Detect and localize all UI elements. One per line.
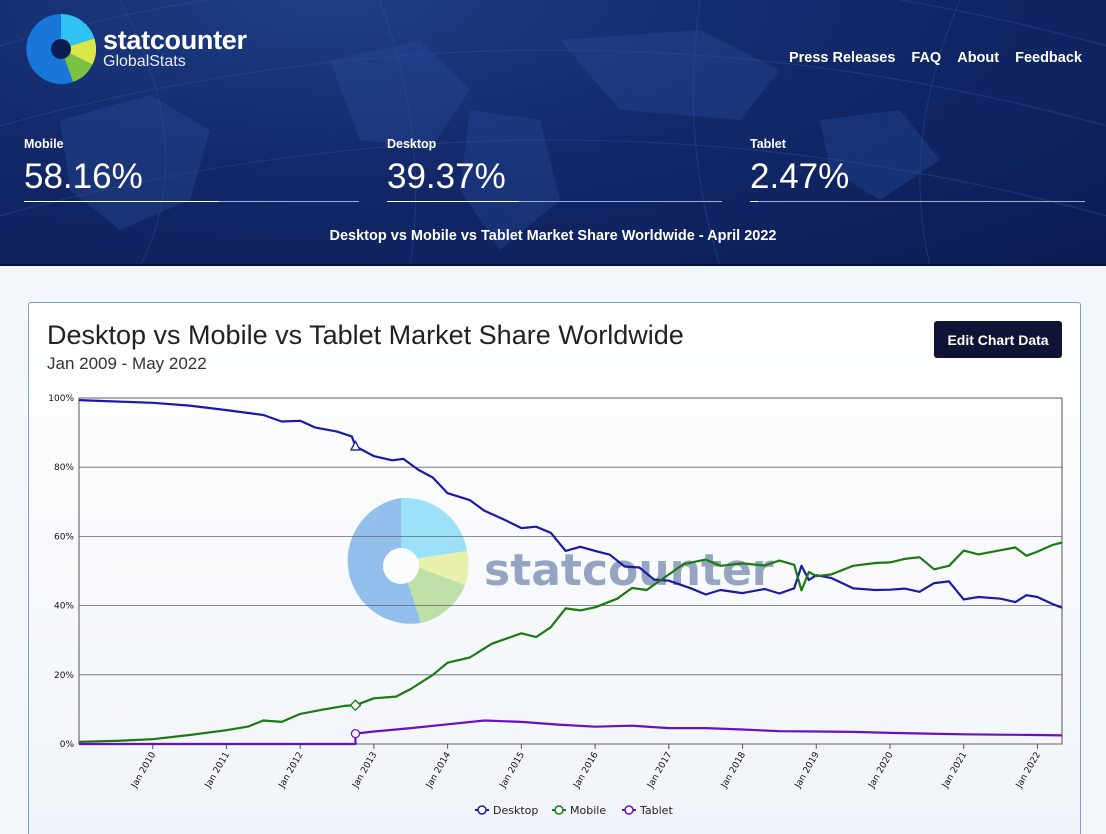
watermark-slice-yellow xyxy=(401,551,469,585)
marker-tablet[interactable] xyxy=(350,728,361,739)
legend-label: Tablet xyxy=(639,804,673,817)
legend-swatch-marker xyxy=(554,805,564,815)
stat-mobile-bar xyxy=(24,201,219,202)
stat-tablet: Tablet 2.47% xyxy=(750,137,1086,202)
top-nav: Press Releases FAQ About Feedback xyxy=(789,50,1082,66)
nav-feedback[interactable]: Feedback xyxy=(1015,50,1082,66)
stat-tablet-value: 2.47% xyxy=(750,157,850,196)
brand-name: statcounter xyxy=(103,25,247,55)
series-line-tablet[interactable] xyxy=(79,719,1063,746)
marker-mobile[interactable] xyxy=(349,699,362,712)
world-map-background xyxy=(0,0,1106,264)
watermark: statcounter xyxy=(347,497,774,624)
stat-mobile-label: Mobile xyxy=(24,137,64,151)
series-line-mobile[interactable] xyxy=(78,541,1063,743)
x-tick-label-2011: Jan 2011 xyxy=(203,751,232,791)
chart-date-range: Jan 2009 - May 2022 xyxy=(47,354,207,373)
series-line-desktop[interactable] xyxy=(78,399,1063,609)
y-axis: 0% 20% 40% 60% 80% 100% xyxy=(48,394,74,750)
brand-subname: GlobalStats xyxy=(103,53,186,70)
y-tick-label-80: 80% xyxy=(54,463,74,473)
watermark-slice-cyan xyxy=(401,497,467,561)
x-tick-label-2010: Jan 2010 xyxy=(129,750,158,790)
stat-desktop: Desktop 39.37% xyxy=(387,137,723,202)
x-tick-label-2018: Jan 2018 xyxy=(719,750,748,790)
legend-swatch-marker xyxy=(477,805,487,815)
stat-tablet-bar xyxy=(750,201,758,202)
watermark-text: statcounter xyxy=(484,545,774,596)
header-subtitle: Desktop vs Mobile vs Tablet Market Share… xyxy=(329,228,777,244)
stat-desktop-bar xyxy=(387,201,519,202)
statcounter-logo-icon[interactable] xyxy=(26,14,96,84)
legend-item-mobile[interactable]: Mobile xyxy=(552,804,606,817)
brand[interactable]: statcounter GlobalStats xyxy=(103,26,247,70)
legend-label: Mobile xyxy=(570,804,606,817)
chart-markers xyxy=(349,440,362,739)
marker-desktop[interactable] xyxy=(349,440,362,451)
x-tick-label-2015: Jan 2015 xyxy=(498,751,527,791)
legend-item-desktop[interactable]: Desktop xyxy=(475,804,538,817)
nav-about[interactable]: About xyxy=(957,50,1000,66)
y-tick-label-40: 40% xyxy=(54,602,74,612)
y-tick-label-100: 100% xyxy=(48,394,74,404)
stat-mobile-value: 58.16% xyxy=(24,157,143,196)
chart-title: Desktop vs Mobile vs Tablet Market Share… xyxy=(47,320,684,350)
nav-faq[interactable]: FAQ xyxy=(911,50,942,66)
edit-chart-data-button[interactable]: Edit Chart Data xyxy=(934,321,1062,358)
x-tick-label-2016: Jan 2016 xyxy=(572,750,601,790)
legend-item-tablet[interactable]: Tablet xyxy=(622,804,673,817)
chart-legend[interactable]: Desktop Mobile Tablet xyxy=(475,804,673,817)
x-tick-label-2019: Jan 2019 xyxy=(793,750,822,790)
watermark-slice-blue xyxy=(347,498,421,624)
x-tick-label-2017: Jan 2017 xyxy=(645,751,674,791)
stat-desktop-rule xyxy=(387,201,722,202)
header: statcounter GlobalStats Press Releases F… xyxy=(0,0,1106,266)
x-tick-label-2012: Jan 2012 xyxy=(277,751,306,791)
x-tick-label-2022: Jan 2022 xyxy=(1014,751,1043,791)
y-tick-label-60: 60% xyxy=(54,532,74,542)
x-axis: Jan 2010 Jan 2011 Jan 2012 Jan 2013 Jan 2014… xyxy=(129,744,1043,791)
stat-mobile: Mobile 58.16% xyxy=(24,137,360,202)
watermark-slice-green xyxy=(401,561,465,623)
legend-swatch-marker xyxy=(624,805,634,815)
line-chart: statcounter Jan 2010 Jan 2011 Jan 2012 Jan … xyxy=(48,394,1063,817)
stat-tablet-rule xyxy=(750,201,1085,202)
x-tick-label-2021: Jan 2021 xyxy=(940,751,969,791)
stat-desktop-value: 39.37% xyxy=(387,157,506,196)
stat-tablet-label: Tablet xyxy=(750,137,786,151)
y-tick-label-0: 0% xyxy=(60,740,75,750)
x-tick-label-2013: Jan 2013 xyxy=(351,751,380,791)
legend-label: Desktop xyxy=(493,804,538,817)
stat-desktop-label: Desktop xyxy=(387,137,437,151)
x-tick-label-2014: Jan 2014 xyxy=(424,750,453,790)
nav-press-releases[interactable]: Press Releases xyxy=(788,50,896,66)
x-tick-label-2020: Jan 2020 xyxy=(867,750,896,790)
chart-card: Desktop vs Mobile vs Tablet Market Share… xyxy=(28,302,1081,834)
chart-series xyxy=(78,399,1063,746)
y-tick-label-20: 20% xyxy=(54,671,74,681)
watermark-hole xyxy=(383,548,419,584)
